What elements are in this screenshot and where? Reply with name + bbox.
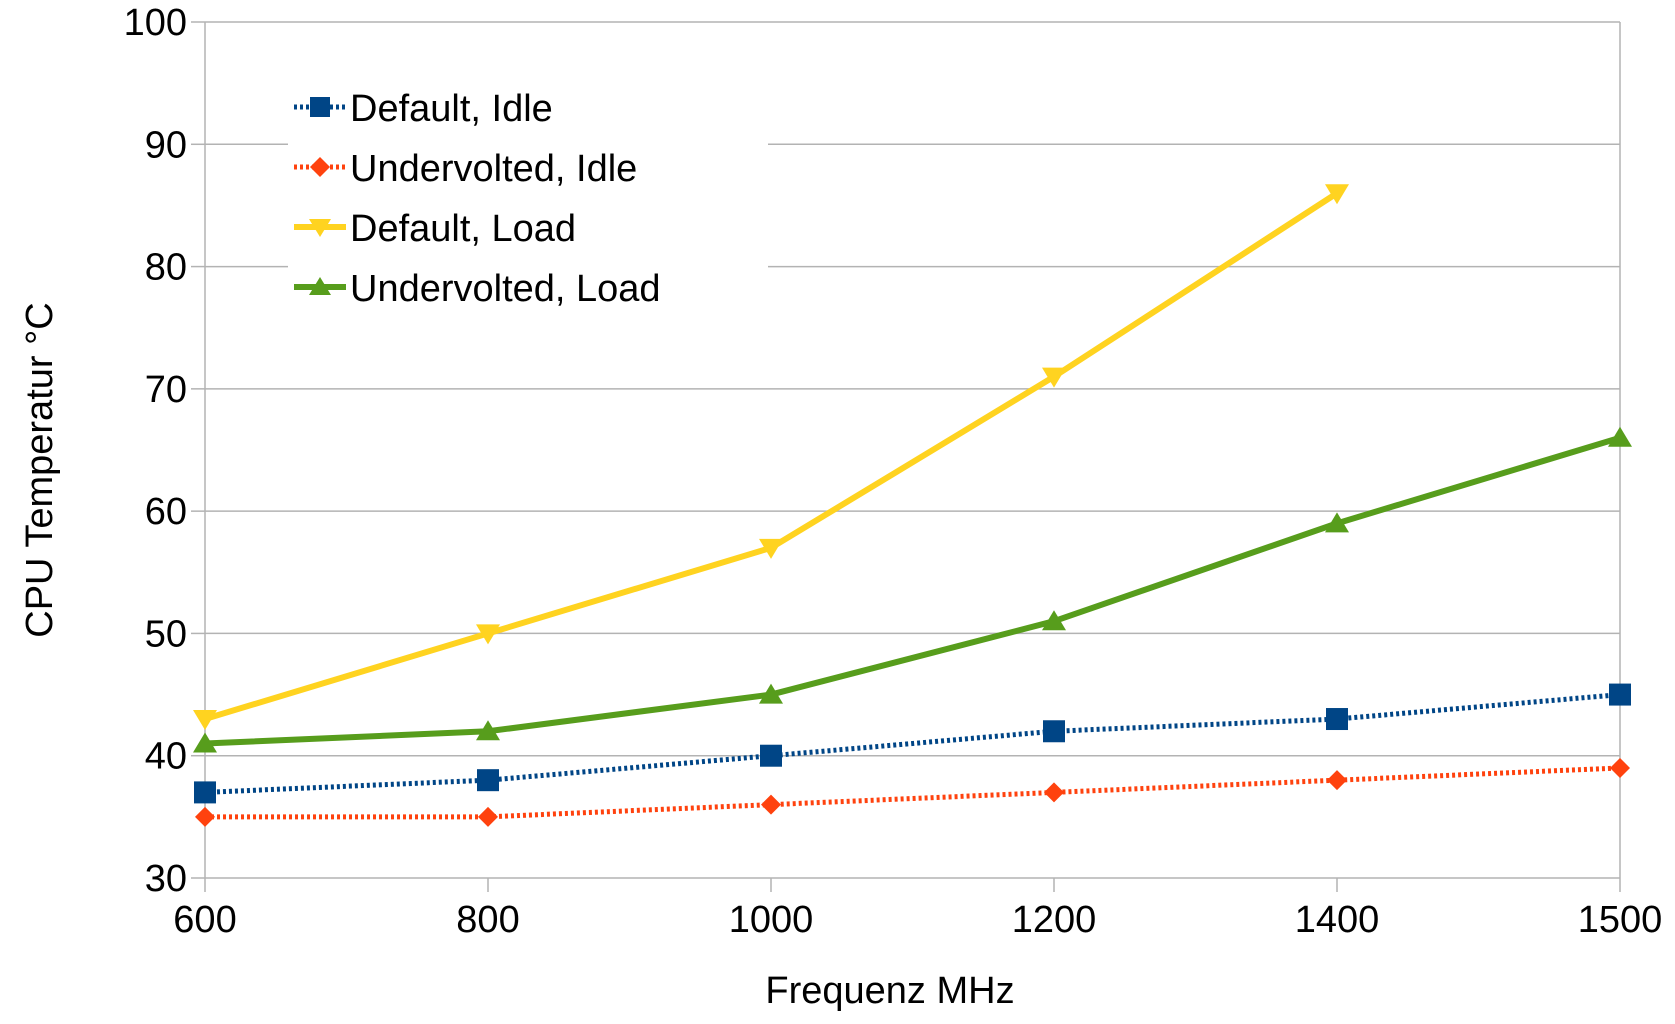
data-point <box>476 624 500 645</box>
legend-marker <box>309 219 331 237</box>
data-point <box>194 781 216 804</box>
legend-label: Undervolted, Idle <box>350 148 637 190</box>
data-point <box>1044 782 1064 803</box>
series-3 <box>193 184 1349 731</box>
y-axis-title: CPU Temperatur °C <box>19 302 61 638</box>
data-point <box>1610 757 1630 778</box>
x-tick-label: 1200 <box>1012 899 1097 941</box>
legend-label: Default, Load <box>350 208 576 250</box>
x-tick-label: 1400 <box>1295 899 1380 941</box>
data-point <box>1042 367 1066 388</box>
data-point <box>193 710 217 731</box>
y-tick-labels: 30 40 50 60 70 80 90 100 <box>124 2 187 900</box>
data-point <box>476 720 500 741</box>
data-point <box>759 683 783 704</box>
y-tick-label: 60 <box>145 491 187 533</box>
data-point <box>1325 512 1349 533</box>
y-tick-label: 30 <box>145 858 187 900</box>
legend-label: Undervolted, Load <box>350 268 661 310</box>
legend-label: Default, Idle <box>350 88 553 130</box>
y-tick-label: 50 <box>145 613 187 655</box>
series-line <box>204 692 1621 795</box>
data-point <box>1327 770 1347 791</box>
y-tick-label: 40 <box>145 736 187 778</box>
data-point <box>195 806 215 827</box>
legend-item: Undervolted, Load <box>294 268 661 310</box>
data-point <box>478 806 498 827</box>
y-tick-label: 90 <box>145 124 187 166</box>
legend-item: Default, Idle <box>294 88 553 130</box>
data-point <box>760 744 782 767</box>
data-point <box>1325 184 1349 205</box>
legend-item: Default, Load <box>294 208 576 250</box>
legend-item: Undervolted, Idle <box>294 148 637 190</box>
y-tick-label: 100 <box>124 2 187 44</box>
y-tick-label: 80 <box>145 247 187 289</box>
data-point <box>1609 683 1631 706</box>
x-tick-label: 1000 <box>729 899 814 941</box>
x-tick-labels: 600 800 1000 1200 1400 1500 <box>173 899 1662 941</box>
legend: Default, Idle Undervolted, Idle Default, L… <box>288 72 768 322</box>
data-point <box>193 732 217 753</box>
series-line <box>204 434 1621 747</box>
data-point <box>1608 426 1632 447</box>
legend-marker <box>309 277 331 295</box>
data-point <box>761 794 781 815</box>
legend-marker <box>310 157 330 177</box>
series-2 <box>195 757 1630 827</box>
data-point <box>1042 610 1066 631</box>
x-tick-label: 800 <box>456 899 519 941</box>
legend-marker <box>310 97 330 117</box>
y-tick-label: 70 <box>145 369 187 411</box>
data-point <box>1326 708 1348 731</box>
data-point <box>477 769 499 792</box>
data-point <box>759 538 783 559</box>
series-1 <box>194 683 1631 804</box>
x-tick-label: 1500 <box>1578 899 1663 941</box>
data-point <box>1043 720 1065 743</box>
series-line <box>205 765 1621 820</box>
series-4 <box>193 426 1632 753</box>
series-group <box>193 184 1632 827</box>
x-axis-title: Frequenz MHz <box>765 970 1014 1012</box>
legend-background <box>288 72 768 322</box>
x-tick-label: 600 <box>173 899 236 941</box>
